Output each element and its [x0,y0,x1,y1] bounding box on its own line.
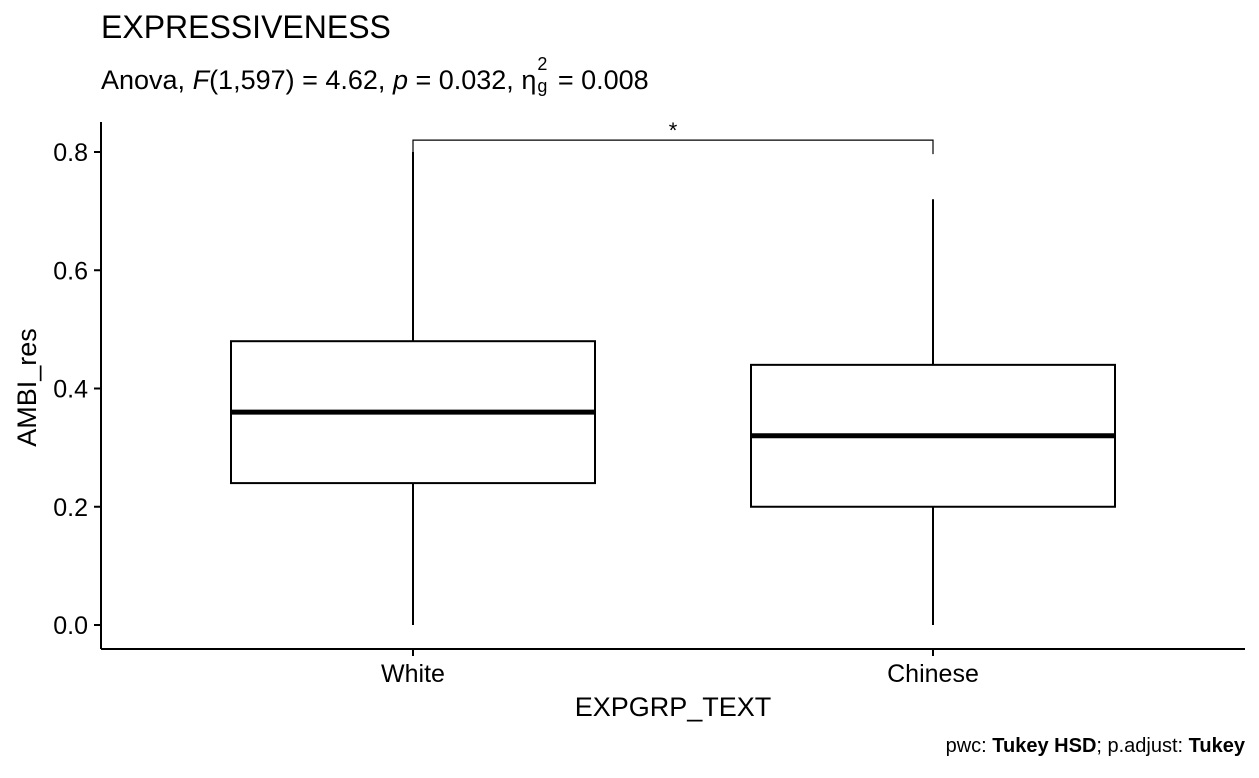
x-axis-ticks: White Chinese [381,649,979,688]
subtitle-eta-value: = 0.008 [550,65,649,95]
x-tick-label: Chinese [887,660,979,688]
subtitle-p-symbol: p [392,65,408,95]
box-white [230,152,596,625]
y-tick-label: 0.8 [53,139,88,167]
box-chinese [750,199,1116,625]
bracket-line [412,139,934,155]
boxes [230,152,1116,625]
y-tick-label: 0.6 [53,257,88,285]
chart-title: EXPRESSIVENESS [101,9,391,45]
subtitle-eta-symbol: η [521,65,537,95]
caption-sep: ; p.adjust: [1096,735,1189,757]
caption-adjust-value: Tukey [1188,735,1245,757]
subtitle-prefix: Anova, [101,65,193,95]
y-tick-label: 0.2 [53,494,88,522]
chart-caption: pwc: Tukey HSD; p.adjust: Tukey [946,735,1245,757]
subtitle-f-symbol: F [192,65,210,95]
subtitle-eta-sub: g [537,76,548,96]
y-axis-label: AMBI_res [12,328,42,447]
subtitle-eta-sup: 2 [537,54,548,74]
subtitle-f-args: (1,597) = 4.62, [209,65,393,95]
subtitle-p-value: = 0.032, [407,65,522,95]
y-tick-label: 0.0 [53,612,88,640]
caption-pwc-value: Tukey HSD [992,735,1097,757]
x-tick-label: White [381,660,445,688]
caption-pwc-label: pwc: [945,735,993,757]
x-axis-label: EXPGRP_TEXT [575,692,772,722]
y-tick-label: 0.4 [53,376,88,404]
significance-bracket: * [412,118,934,155]
significance-label: * [669,118,678,143]
y-axis-ticks: 0.0 0.2 0.4 0.6 0.8 [53,139,101,640]
